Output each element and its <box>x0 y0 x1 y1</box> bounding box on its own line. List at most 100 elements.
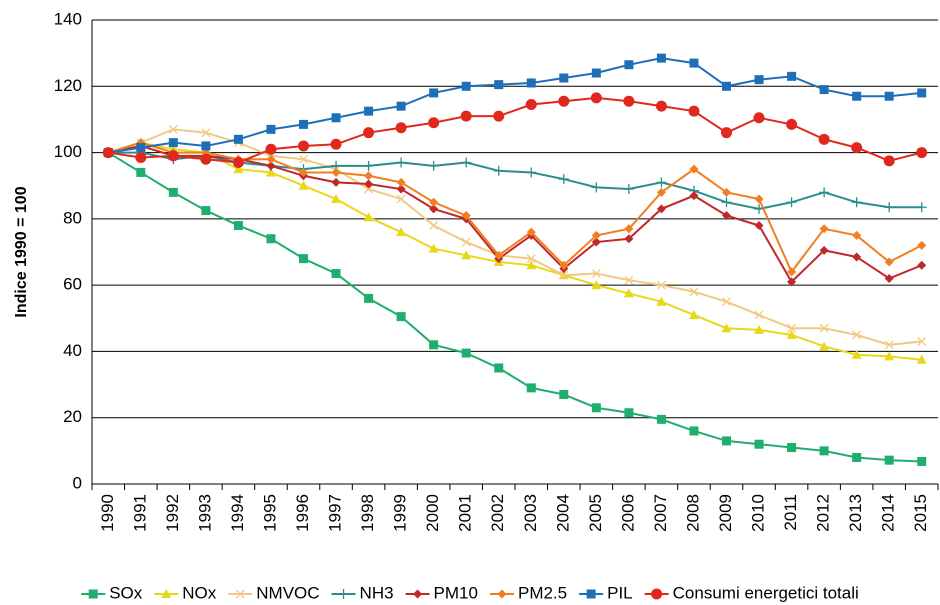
y-tick-label: 20 <box>63 407 82 426</box>
y-tick-label: 80 <box>63 208 82 227</box>
marker <box>493 165 504 176</box>
marker <box>265 143 277 155</box>
marker <box>461 157 472 168</box>
legend-label: PIL <box>607 583 633 602</box>
marker <box>559 260 569 270</box>
marker <box>265 167 276 177</box>
x-tick-label: 1991 <box>130 494 149 532</box>
marker <box>754 194 764 204</box>
marker <box>266 124 276 134</box>
x-tick-label: 2009 <box>716 494 735 532</box>
marker <box>722 81 731 91</box>
marker <box>494 80 504 90</box>
marker <box>460 110 472 122</box>
series-line <box>107 128 922 346</box>
marker <box>559 270 569 280</box>
marker <box>651 588 663 600</box>
marker <box>559 390 569 400</box>
marker <box>331 177 341 187</box>
marker <box>591 403 601 413</box>
x-tick-label: 2005 <box>586 494 605 532</box>
marker <box>852 91 862 101</box>
marker <box>917 260 927 270</box>
marker <box>136 167 146 177</box>
marker <box>428 243 439 253</box>
marker <box>363 212 374 222</box>
marker <box>586 589 596 599</box>
marker <box>721 127 732 139</box>
x-tick-label: 1990 <box>98 494 117 532</box>
marker <box>526 254 536 264</box>
marker <box>787 267 797 277</box>
x-tick-label: 2008 <box>683 494 702 532</box>
marker <box>754 324 765 334</box>
marker <box>591 230 601 240</box>
marker <box>396 227 407 237</box>
marker <box>818 133 830 145</box>
marker <box>754 220 764 230</box>
marker <box>363 127 375 139</box>
marker <box>396 194 406 204</box>
marker <box>624 275 634 285</box>
marker <box>136 143 146 153</box>
marker <box>787 71 797 81</box>
marker <box>688 309 699 319</box>
marker <box>494 363 504 373</box>
marker <box>497 589 507 599</box>
marker <box>494 250 504 260</box>
marker <box>819 187 830 198</box>
x-tick-label: 2004 <box>553 494 572 532</box>
marker <box>917 337 927 346</box>
x-tick-label: 2006 <box>618 494 637 532</box>
marker <box>330 138 342 150</box>
legend: SOx NOx NMVOC NH3 PM10 PM2.5 PIL Consumi energe… <box>81 583 859 602</box>
x-tick-label: 2007 <box>651 494 670 532</box>
marker <box>884 455 894 465</box>
marker <box>689 287 699 297</box>
marker <box>461 237 471 247</box>
series-line <box>108 57 922 154</box>
marker <box>331 113 341 123</box>
marker <box>331 167 341 177</box>
marker <box>722 297 731 307</box>
x-tick-label: 2010 <box>749 494 768 532</box>
marker <box>558 174 569 185</box>
marker <box>591 237 601 247</box>
marker <box>233 134 243 144</box>
marker <box>722 436 731 446</box>
marker <box>298 180 309 190</box>
x-tick-label: 1998 <box>358 494 377 532</box>
marker <box>884 257 894 267</box>
marker <box>883 155 895 167</box>
marker <box>819 323 829 333</box>
marker <box>461 211 471 221</box>
marker <box>656 187 666 197</box>
marker <box>819 85 829 95</box>
series-line <box>107 141 923 274</box>
marker <box>689 191 699 201</box>
marker <box>753 112 765 124</box>
marker <box>590 92 602 104</box>
x-tick-label: 1993 <box>195 494 214 532</box>
marker <box>396 177 406 187</box>
marker <box>754 75 764 85</box>
marker <box>526 383 536 393</box>
marker <box>331 193 342 203</box>
marker <box>624 224 634 234</box>
marker <box>461 250 472 260</box>
marker <box>331 269 341 279</box>
marker <box>135 152 147 164</box>
marker <box>364 106 374 116</box>
marker <box>916 354 927 364</box>
marker <box>396 157 407 168</box>
marker <box>461 348 471 358</box>
marker <box>168 124 178 134</box>
marker <box>201 128 211 138</box>
y-tick-label: 40 <box>63 341 82 360</box>
marker <box>819 245 829 255</box>
y-tick-label: 100 <box>54 142 82 161</box>
y-axis-label: Indice 1990 = 100 <box>13 186 30 317</box>
y-tick-label: 0 <box>73 473 82 492</box>
marker <box>722 187 731 197</box>
x-tick-label: 1995 <box>260 494 279 532</box>
